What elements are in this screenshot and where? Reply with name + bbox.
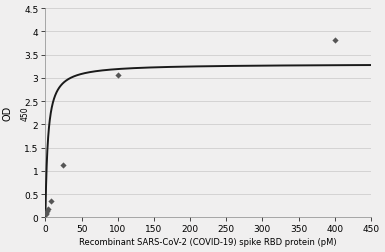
Text: 450: 450 <box>21 106 30 120</box>
X-axis label: Recombinant SARS-CoV-2 (COVID-19) spike RBD protein (pM): Recombinant SARS-CoV-2 (COVID-19) spike … <box>79 237 337 246</box>
Point <box>60 164 67 168</box>
Text: OD: OD <box>3 106 13 121</box>
Point <box>43 211 49 215</box>
Point <box>45 207 51 211</box>
Point <box>115 74 121 78</box>
Point <box>44 209 50 213</box>
Point <box>48 199 54 203</box>
Point <box>43 212 49 216</box>
Point <box>331 39 338 43</box>
